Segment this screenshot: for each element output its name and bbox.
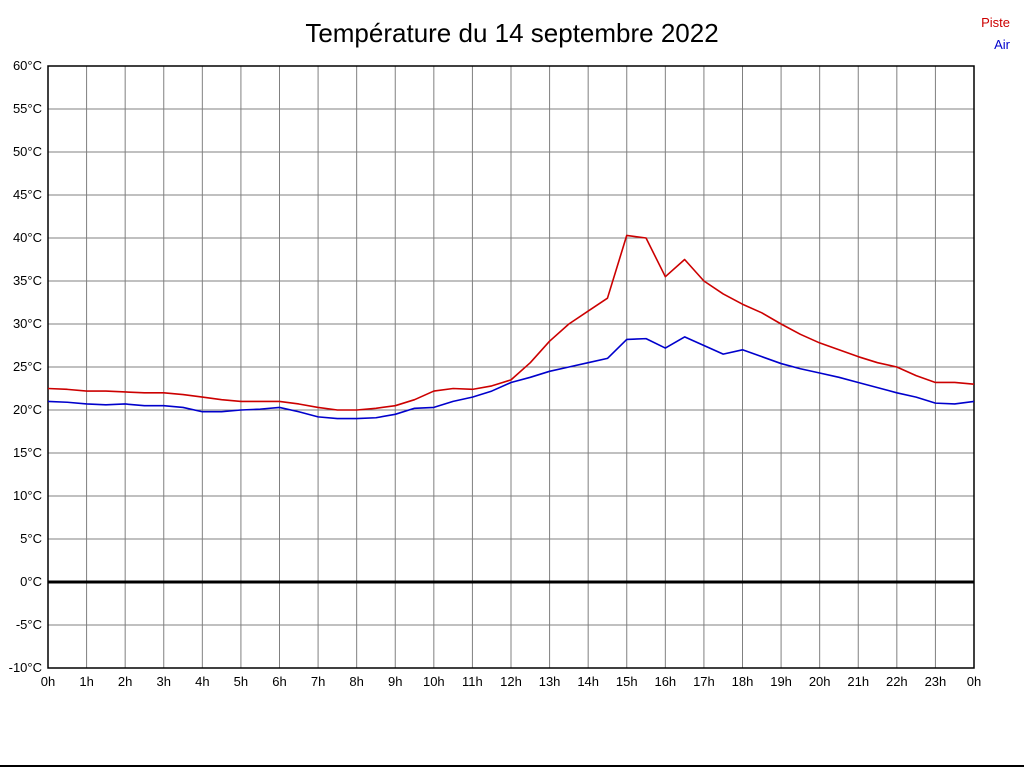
- x-tick-label: 22h: [886, 674, 908, 689]
- x-tick-label: 14h: [577, 674, 599, 689]
- y-tick-label: -5°C: [16, 617, 42, 632]
- x-tick-label: 3h: [157, 674, 171, 689]
- x-tick-label: 12h: [500, 674, 522, 689]
- x-tick-label: 17h: [693, 674, 715, 689]
- plot-frame: [47, 65, 975, 669]
- x-tick-label: 2h: [118, 674, 132, 689]
- x-tick-label: 0h: [41, 674, 55, 689]
- y-tick-label: 20°C: [13, 402, 42, 417]
- x-tick-label: 21h: [847, 674, 869, 689]
- y-tick-label: 25°C: [13, 359, 42, 374]
- x-tick-label: 15h: [616, 674, 638, 689]
- x-tick-label: 0h: [967, 674, 981, 689]
- y-tick-label: 55°C: [13, 101, 42, 116]
- y-tick-label: 35°C: [13, 273, 42, 288]
- x-tick-label: 4h: [195, 674, 209, 689]
- x-tick-label: 10h: [423, 674, 445, 689]
- x-tick-label: 23h: [925, 674, 947, 689]
- y-tick-label: 15°C: [13, 445, 42, 460]
- x-tick-label: 7h: [311, 674, 325, 689]
- x-tick-label: 11h: [462, 674, 483, 689]
- y-tick-label: 60°C: [13, 58, 42, 73]
- x-tick-label: 19h: [770, 674, 792, 689]
- y-tick-label: 45°C: [13, 187, 42, 202]
- x-tick-label: 5h: [234, 674, 248, 689]
- y-tick-label: 10°C: [13, 488, 42, 503]
- chart-title: Température du 14 septembre 2022: [305, 18, 719, 48]
- x-tick-label: 13h: [539, 674, 561, 689]
- y-tick-label: 0°C: [20, 574, 42, 589]
- x-tick-label: 6h: [272, 674, 286, 689]
- y-tick-label: 50°C: [13, 144, 42, 159]
- legend-air-label: Air: [994, 37, 1010, 52]
- y-tick-label: -10°C: [9, 660, 42, 675]
- legend: Piste Air: [981, 12, 1010, 56]
- y-tick-label: 40°C: [13, 230, 42, 245]
- y-tick-label: 5°C: [20, 531, 42, 546]
- series-piste-line: [47, 234, 975, 411]
- x-tick-label: 9h: [388, 674, 402, 689]
- series-air-line: [47, 336, 975, 420]
- y-tick-label: 30°C: [13, 316, 42, 331]
- bottom-border-line: [0, 765, 1024, 767]
- x-tick-label: 18h: [732, 674, 754, 689]
- x-tick-label: 20h: [809, 674, 831, 689]
- legend-piste-label: Piste: [981, 15, 1010, 30]
- x-tick-label: 16h: [654, 674, 676, 689]
- x-tick-label: 8h: [349, 674, 363, 689]
- x-tick-label: 1h: [79, 674, 93, 689]
